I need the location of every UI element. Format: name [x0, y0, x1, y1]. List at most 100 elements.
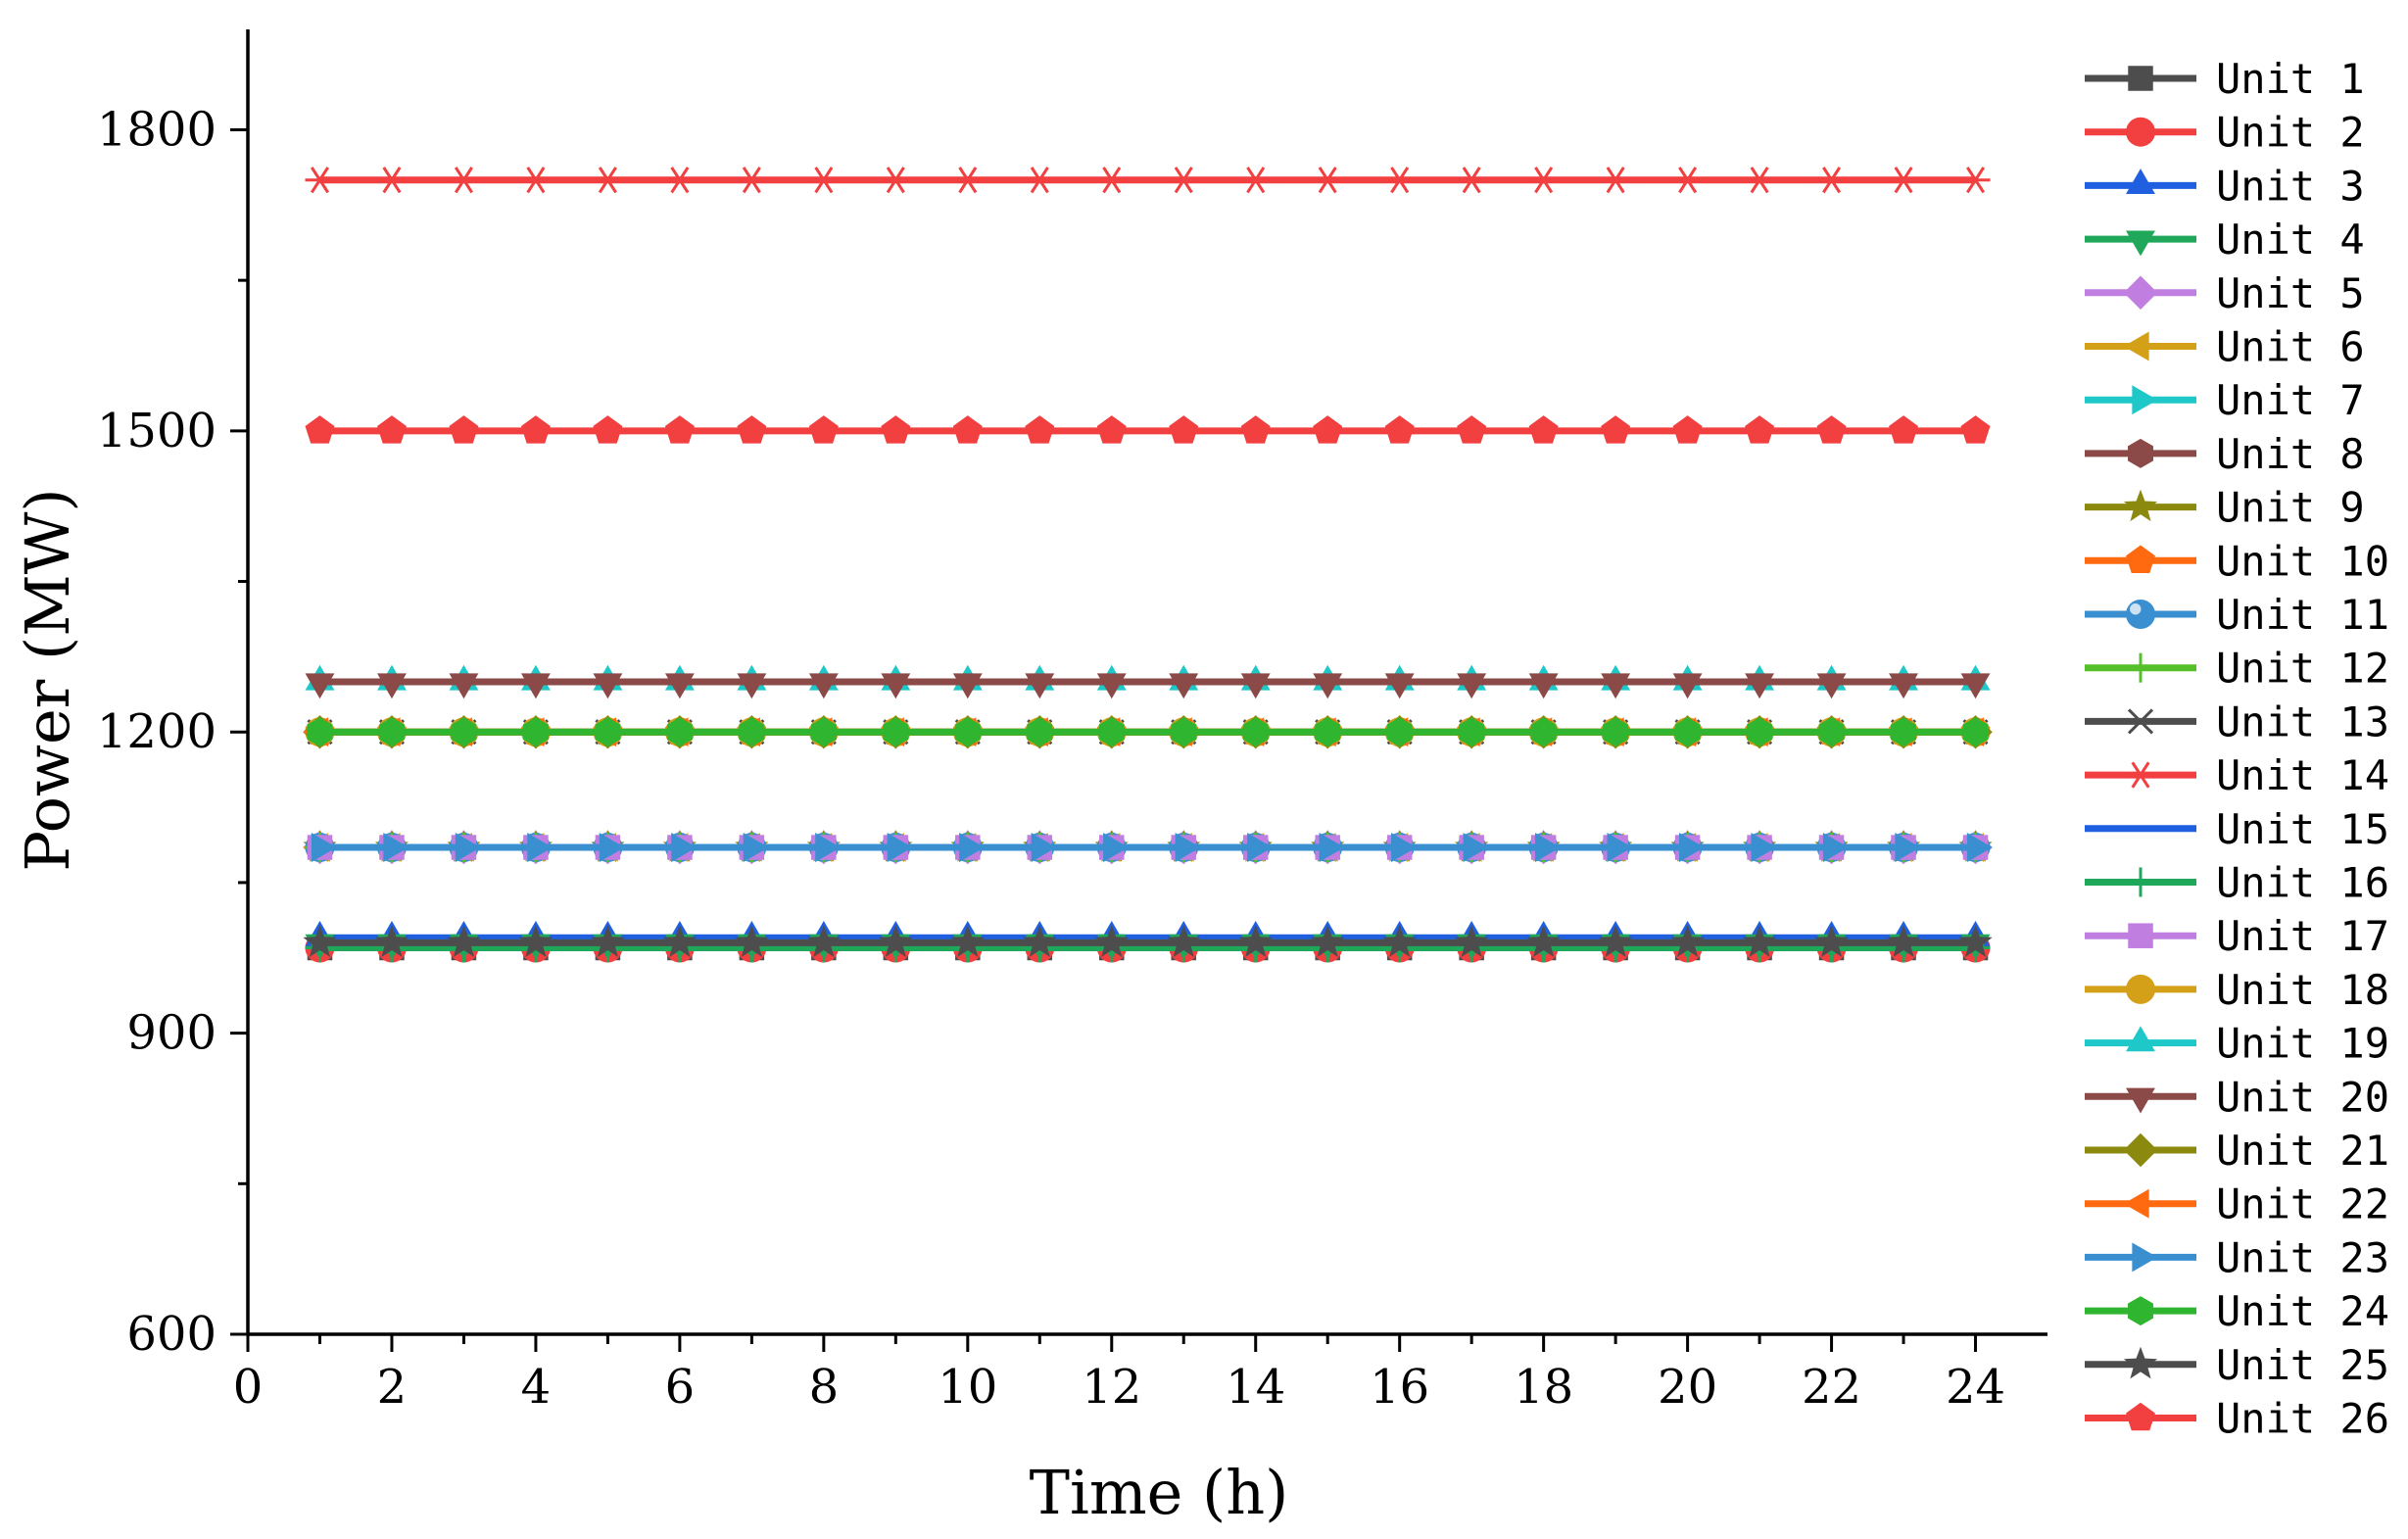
data-point: [591, 925, 625, 957]
data-point: [1535, 833, 1561, 862]
legend-entry: Unit 10: [2085, 537, 2389, 585]
data-point: [451, 717, 477, 747]
data-point: [664, 673, 695, 699]
legend-entry: Unit 21: [2085, 1127, 2389, 1175]
data-point: [1169, 673, 1199, 699]
data-point: [595, 717, 621, 747]
data-point: [1384, 415, 1415, 444]
data-point: [1672, 167, 1703, 194]
data-point: [1463, 833, 1489, 862]
data-point: [1816, 167, 1847, 194]
legend-label: Unit 19: [2216, 1020, 2389, 1068]
legend-entry: Unit 6: [2085, 323, 2365, 371]
data-point: [383, 833, 409, 862]
data-point: [593, 167, 623, 194]
legend-marker: [2126, 652, 2155, 683]
data-point: [887, 833, 913, 862]
data-point: [1319, 833, 1345, 862]
legend-marker: [2123, 1132, 2158, 1168]
x-tick-label: 6: [665, 1360, 696, 1415]
x-tick-label: 22: [1802, 1360, 1861, 1415]
data-point: [1025, 167, 1055, 194]
data-point: [1530, 717, 1557, 747]
legend-marker: [2126, 761, 2155, 789]
data-point: [527, 833, 554, 862]
legend-entry: Unit 19: [2085, 1020, 2389, 1068]
data-point: [1678, 833, 1705, 862]
data-point: [808, 673, 839, 699]
legend-marker: [2126, 545, 2155, 574]
legend-marker: [2126, 1402, 2155, 1431]
legend-marker: [2128, 923, 2153, 948]
data-point: [1891, 717, 1917, 747]
data-point: [1457, 415, 1487, 444]
data-point: [376, 415, 407, 444]
data-point: [1169, 415, 1199, 444]
legend-entry: Unit 20: [2085, 1073, 2389, 1121]
data-point: [883, 717, 909, 747]
data-point: [374, 925, 409, 957]
legend-label: Unit 10: [2216, 537, 2389, 585]
data-point: [518, 925, 554, 957]
data-point: [1382, 925, 1417, 957]
data-point: [449, 167, 479, 194]
legend-label: Unit 1: [2216, 55, 2365, 103]
legend-entry: Unit 18: [2085, 966, 2389, 1014]
data-point: [1601, 167, 1631, 194]
legend-marker: [2123, 1188, 2149, 1219]
legend-label: Unit 26: [2216, 1395, 2389, 1443]
data-point: [1313, 673, 1343, 699]
y-axis-label: Power (MW): [12, 488, 83, 871]
data-point: [1960, 415, 1991, 444]
data-point: [1240, 167, 1271, 194]
x-tick-label: 24: [1946, 1360, 2005, 1415]
data-point: [671, 833, 698, 862]
data-point: [743, 833, 769, 862]
data-point: [1457, 167, 1487, 194]
plot-series: [303, 167, 1993, 963]
data-point: [808, 415, 839, 444]
y-tick-label: 1500: [97, 404, 217, 458]
legend-label: Unit 4: [2216, 216, 2365, 264]
legend-marker: [2132, 385, 2158, 415]
data-point: [737, 415, 767, 444]
legend-label: Unit 25: [2216, 1341, 2389, 1389]
series-unit-19: [305, 664, 1991, 691]
series-unit-24: [307, 717, 1989, 747]
data-point: [1889, 415, 1919, 444]
legend-entry: Unit 24: [2085, 1287, 2389, 1335]
data-point: [1313, 167, 1343, 194]
data-point: [950, 925, 985, 957]
data-point: [1171, 717, 1197, 747]
data-point: [1962, 717, 1989, 747]
legend-entry: Unit 7: [2085, 376, 2365, 424]
data-point: [1167, 925, 1201, 957]
legend-label: Unit 14: [2216, 751, 2389, 799]
x-tick-label: 0: [233, 1360, 264, 1415]
legend-marker: [2128, 438, 2153, 468]
data-point: [1528, 167, 1559, 194]
data-point: [1096, 415, 1127, 444]
legend-entry: Unit 16: [2085, 859, 2389, 907]
data-point: [1175, 833, 1201, 862]
legend-label: Unit 6: [2216, 323, 2365, 371]
data-point: [1457, 673, 1487, 699]
data-point: [662, 925, 697, 957]
data-point: [1745, 673, 1775, 699]
legend-marker: [2128, 1296, 2153, 1326]
data-point: [1311, 925, 1345, 957]
data-point: [455, 833, 481, 862]
legend-label: Unit 3: [2216, 162, 2365, 210]
legend-marker: [2126, 974, 2155, 1004]
data-point: [1895, 833, 1921, 862]
y-tick-label: 600: [126, 1307, 217, 1362]
data-point: [1672, 415, 1703, 444]
legend-entry: Unit 14: [2085, 751, 2389, 799]
data-point: [1960, 673, 1991, 699]
legend-entry: Unit 1: [2085, 55, 2365, 103]
legend-marker: [2126, 600, 2155, 629]
data-point: [1822, 833, 1849, 862]
legend-entry: Unit 26: [2085, 1395, 2389, 1443]
legend-marker: [2123, 1346, 2158, 1379]
